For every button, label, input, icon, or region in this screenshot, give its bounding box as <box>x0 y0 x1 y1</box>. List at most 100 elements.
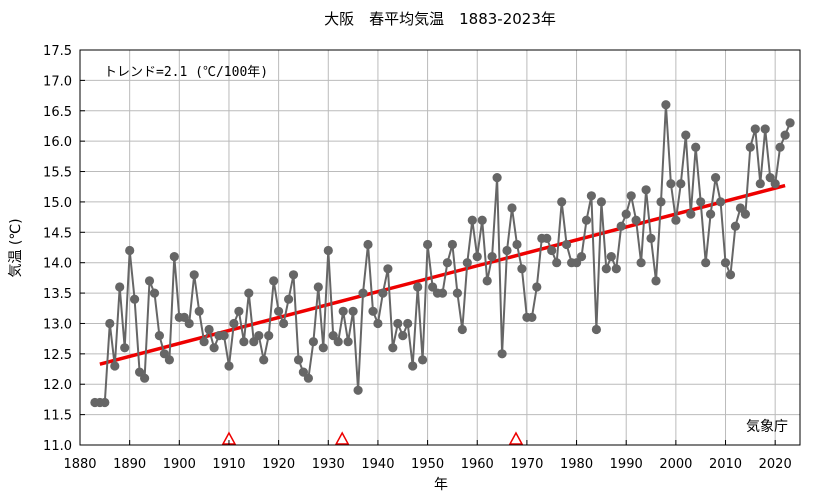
data-point <box>547 245 557 256</box>
trend-layer <box>99 183 786 366</box>
data-point <box>442 258 452 268</box>
data-point <box>184 318 194 329</box>
data-point <box>343 337 353 347</box>
data-point <box>740 209 751 219</box>
data-point <box>750 124 760 134</box>
data-point <box>780 130 790 140</box>
data-point <box>507 203 517 213</box>
data-point <box>676 179 686 189</box>
data-point <box>586 191 597 201</box>
data-point <box>164 355 174 365</box>
y-axis-label: 気温 (℃) <box>8 218 24 277</box>
data-point <box>130 294 140 304</box>
data-point <box>457 324 467 335</box>
data-point <box>383 264 393 274</box>
data-point <box>591 324 602 335</box>
data-point <box>393 318 403 329</box>
data-point <box>646 233 656 243</box>
data-point <box>770 179 780 189</box>
data-point <box>581 215 592 225</box>
data-point <box>552 258 562 268</box>
data-point <box>348 306 358 316</box>
data-point <box>611 264 621 274</box>
data-point <box>760 124 770 134</box>
data-point <box>154 331 164 341</box>
data-point <box>423 239 433 250</box>
data-point <box>606 252 616 262</box>
station-change-marker <box>508 431 524 445</box>
data-point <box>313 282 323 292</box>
y-tick-label: 17.5 <box>43 44 72 59</box>
data-point <box>135 367 145 377</box>
data-point <box>656 197 666 207</box>
data-point <box>437 288 448 298</box>
data-point <box>279 318 289 329</box>
data-point <box>497 349 507 359</box>
data-point <box>502 245 512 256</box>
data-point <box>686 209 696 219</box>
data-point <box>482 276 492 286</box>
data-point <box>105 318 115 329</box>
y-tick-label: 13.5 <box>43 287 72 302</box>
data-point <box>542 233 552 243</box>
x-tick-label: 2020 <box>759 457 792 472</box>
data-point <box>557 197 567 207</box>
x-tick-label: 1970 <box>510 457 543 472</box>
data-point <box>641 185 651 195</box>
data-point <box>527 312 537 322</box>
data-point <box>462 258 472 268</box>
x-tick-label: 1930 <box>312 457 345 472</box>
data-point <box>288 270 299 280</box>
data-point <box>363 239 373 250</box>
data-point <box>755 179 765 189</box>
x-tick-label: 2010 <box>709 457 742 472</box>
data-point <box>125 245 135 256</box>
data-point <box>621 209 631 219</box>
data-point <box>413 282 423 292</box>
data-point <box>785 118 795 128</box>
data-point <box>517 264 527 274</box>
data-point <box>775 142 785 152</box>
x-axis-ticks: 1880 1890 1900 1910 1920 1930 1940 1950 1960 1970… <box>63 440 792 472</box>
data-point <box>284 294 294 304</box>
data-point <box>467 215 477 225</box>
series-line <box>94 104 792 404</box>
data-point <box>115 282 125 292</box>
data-point <box>120 343 130 353</box>
data-point <box>720 258 731 268</box>
data-point <box>492 173 502 183</box>
data-point <box>596 197 607 207</box>
data-point <box>328 331 338 341</box>
data-point <box>735 203 746 213</box>
x-axis-label: 年 <box>434 477 448 493</box>
data-point <box>298 367 308 377</box>
data-point <box>616 221 626 231</box>
data-point <box>631 215 641 225</box>
y-tick-label: 17.0 <box>43 74 72 89</box>
y-tick-label: 14.0 <box>43 257 72 272</box>
y-tick-label: 15.5 <box>43 166 72 181</box>
data-point <box>398 331 408 341</box>
data-point <box>229 318 239 329</box>
x-tick-label: 1940 <box>361 457 394 472</box>
data-point <box>249 337 259 347</box>
data-point <box>333 337 343 347</box>
data-point <box>576 252 587 262</box>
data-point <box>149 288 160 298</box>
x-tick-label: 1910 <box>212 457 245 472</box>
data-point <box>452 288 462 298</box>
data-point <box>671 215 681 225</box>
data-point <box>651 276 661 286</box>
data-point <box>140 373 150 383</box>
data-point <box>532 282 542 292</box>
data-point <box>269 276 279 286</box>
data-point <box>661 100 671 110</box>
data-point <box>572 258 582 268</box>
data-point <box>169 252 179 262</box>
data-point <box>308 337 318 347</box>
data-point <box>681 130 691 140</box>
y-tick-label: 11.5 <box>43 409 72 424</box>
data-point <box>418 355 428 365</box>
change-marker-layer <box>221 431 524 445</box>
data-point <box>110 361 120 371</box>
